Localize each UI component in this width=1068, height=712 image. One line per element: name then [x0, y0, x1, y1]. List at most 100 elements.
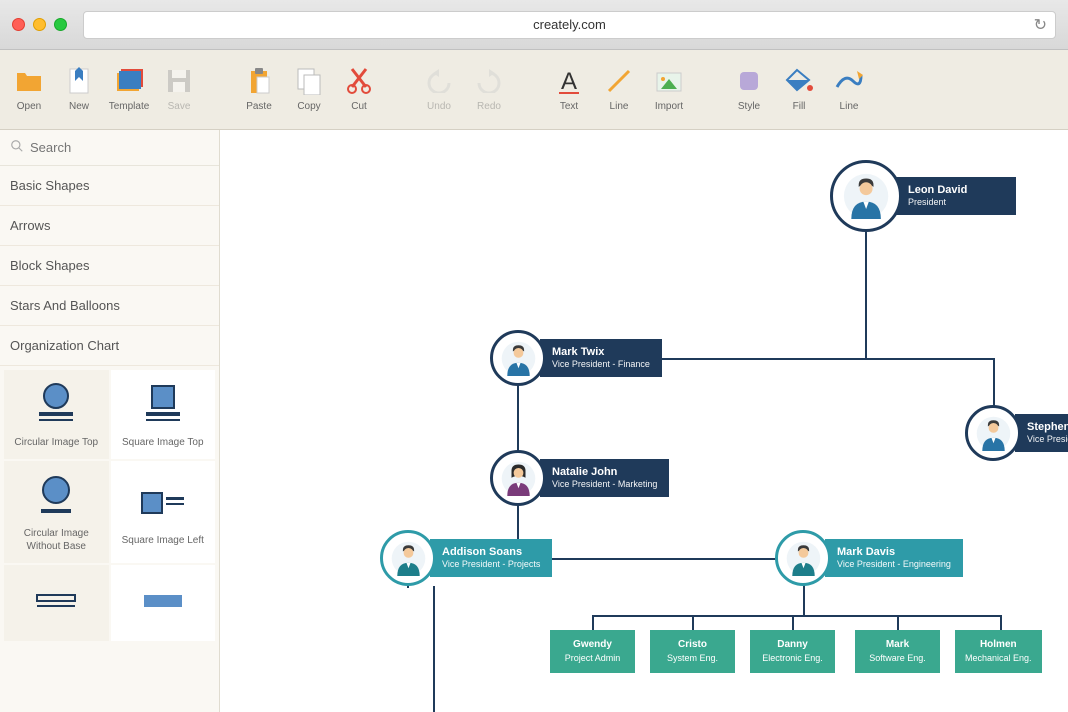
new-icon: [65, 67, 93, 95]
org-sub-node[interactable]: DannyElectronic Eng.: [750, 630, 835, 673]
toolbar: Open New Template Save Paste Copy Cut UndoRedo A…: [0, 50, 1068, 130]
tool-label: Line: [610, 101, 629, 112]
category-stars-and-balloons[interactable]: Stars And Balloons: [0, 286, 219, 326]
import-button[interactable]: Import: [644, 55, 694, 125]
line-icon: [605, 67, 633, 95]
copy-button[interactable]: Copy: [284, 55, 334, 125]
node-name: Mark Twix: [552, 345, 650, 359]
style-button[interactable]: Style: [724, 55, 774, 125]
org-edge: [1000, 615, 1002, 630]
close-window-button[interactable]: [12, 18, 25, 31]
new-button[interactable]: New: [54, 55, 104, 125]
redo-icon: [475, 67, 503, 95]
sub-role: System Eng.: [660, 652, 725, 665]
avatar: [490, 450, 546, 506]
shape-thumb: [26, 380, 86, 430]
node-role: Vice President HR: [1027, 434, 1068, 446]
line2-icon: [835, 67, 863, 95]
search-icon: [10, 139, 24, 156]
node-name: Addison Soans: [442, 545, 540, 559]
shape-circ-top[interactable]: Circular Image Top: [4, 370, 109, 459]
tool-label: Copy: [297, 101, 320, 112]
org-sub-node[interactable]: CristoSystem Eng.: [650, 630, 735, 673]
tool-label: Paste: [246, 101, 272, 112]
category-organization-chart[interactable]: Organization Chart: [0, 326, 219, 366]
template-icon: [115, 67, 143, 95]
maximize-window-button[interactable]: [54, 18, 67, 31]
shape-label: Circular Image Top: [14, 436, 98, 449]
node-role: Vice President - Marketing: [552, 479, 657, 491]
tool-label: New: [69, 101, 89, 112]
sub-role: Electronic Eng.: [760, 652, 825, 665]
tool-label: Open: [17, 101, 41, 112]
node-name: Stephen George: [1027, 420, 1068, 434]
sub-name: Holmen: [965, 638, 1032, 652]
category-arrows[interactable]: Arrows: [0, 206, 219, 246]
sub-name: Cristo: [660, 638, 725, 652]
node-label: Stephen George Vice President HR: [1015, 414, 1068, 452]
undo-button[interactable]: Undo: [414, 55, 464, 125]
cut-button[interactable]: Cut: [334, 55, 384, 125]
org-sub-node[interactable]: HolmenMechanical Eng.: [955, 630, 1042, 673]
shape-bar2[interactable]: [111, 565, 216, 641]
sub-name: Mark: [865, 638, 930, 652]
org-sub-node[interactable]: GwendyProject Admin: [550, 630, 635, 673]
tool-label: Text: [560, 101, 578, 112]
save-button[interactable]: Save: [154, 55, 204, 125]
text-button[interactable]: A Text: [544, 55, 594, 125]
shape-sq-left[interactable]: Square Image Left: [111, 461, 216, 563]
org-edge: [692, 615, 694, 630]
node-label: Natalie John Vice President - Marketing: [540, 459, 669, 497]
url-bar[interactable]: creately.com ↻: [83, 11, 1056, 39]
shape-circ-nobase[interactable]: Circular Image Without Base: [4, 461, 109, 563]
org-node-mark_twix[interactable]: Mark Twix Vice President - Finance: [490, 330, 662, 386]
node-role: Vice President - Engineering: [837, 559, 951, 571]
org-node-natalie[interactable]: Natalie John Vice President - Marketing: [490, 450, 669, 506]
sidebar: Basic ShapesArrowsBlock ShapesStars And …: [0, 130, 220, 712]
search-input[interactable]: [30, 140, 209, 155]
org-sub-node[interactable]: MarkSoftware Eng.: [855, 630, 940, 673]
shape-sq-top[interactable]: Square Image Top: [111, 370, 216, 459]
fill-icon: [785, 67, 813, 95]
node-label: Mark Davis Vice President - Engineering: [825, 539, 963, 577]
org-edge: [592, 615, 594, 630]
redo-button[interactable]: Redo: [464, 55, 514, 125]
tool-label: Template: [109, 101, 150, 112]
shape-bar1[interactable]: [4, 565, 109, 641]
category-block-shapes[interactable]: Block Shapes: [0, 246, 219, 286]
org-edge: [792, 615, 794, 630]
open-button[interactable]: Open: [4, 55, 54, 125]
refresh-icon[interactable]: ↻: [1034, 15, 1047, 35]
org-node-addison[interactable]: Addison Soans Vice President - Projects: [380, 530, 552, 586]
org-node-stephen[interactable]: Stephen George Vice President HR: [965, 405, 1068, 461]
node-role: President: [908, 197, 1004, 209]
tool-label: Style: [738, 101, 760, 112]
template-button[interactable]: Template: [104, 55, 154, 125]
org-edge: [865, 358, 995, 360]
node-name: Natalie John: [552, 465, 657, 479]
org-node-leon[interactable]: Leon David President: [830, 160, 1016, 232]
url-text: creately.com: [533, 17, 606, 32]
paste-icon: [245, 67, 273, 95]
browser-chrome: creately.com ↻: [0, 0, 1068, 50]
search-box[interactable]: [0, 130, 219, 166]
org-node-mark_davis[interactable]: Mark Davis Vice President - Engineering: [775, 530, 963, 586]
line2-button[interactable]: Line: [824, 55, 874, 125]
paste-button[interactable]: Paste: [234, 55, 284, 125]
minimize-window-button[interactable]: [33, 18, 46, 31]
line-button[interactable]: Line: [594, 55, 644, 125]
category-basic-shapes[interactable]: Basic Shapes: [0, 166, 219, 206]
org-edge: [803, 586, 805, 616]
sub-name: Gwendy: [560, 638, 625, 652]
fill-button[interactable]: Fill: [774, 55, 824, 125]
shape-thumb: [26, 575, 86, 625]
text-icon: A: [555, 67, 583, 95]
canvas[interactable]: Leon David President Mark Twix Vice Pres…: [220, 130, 1068, 712]
import-icon: [655, 67, 683, 95]
shape-thumb: [133, 575, 193, 625]
shape-thumb: [133, 380, 193, 430]
tool-label: Save: [168, 101, 191, 112]
org-edge: [433, 586, 435, 712]
main-area: Basic ShapesArrowsBlock ShapesStars And …: [0, 130, 1068, 712]
avatar: [490, 330, 546, 386]
